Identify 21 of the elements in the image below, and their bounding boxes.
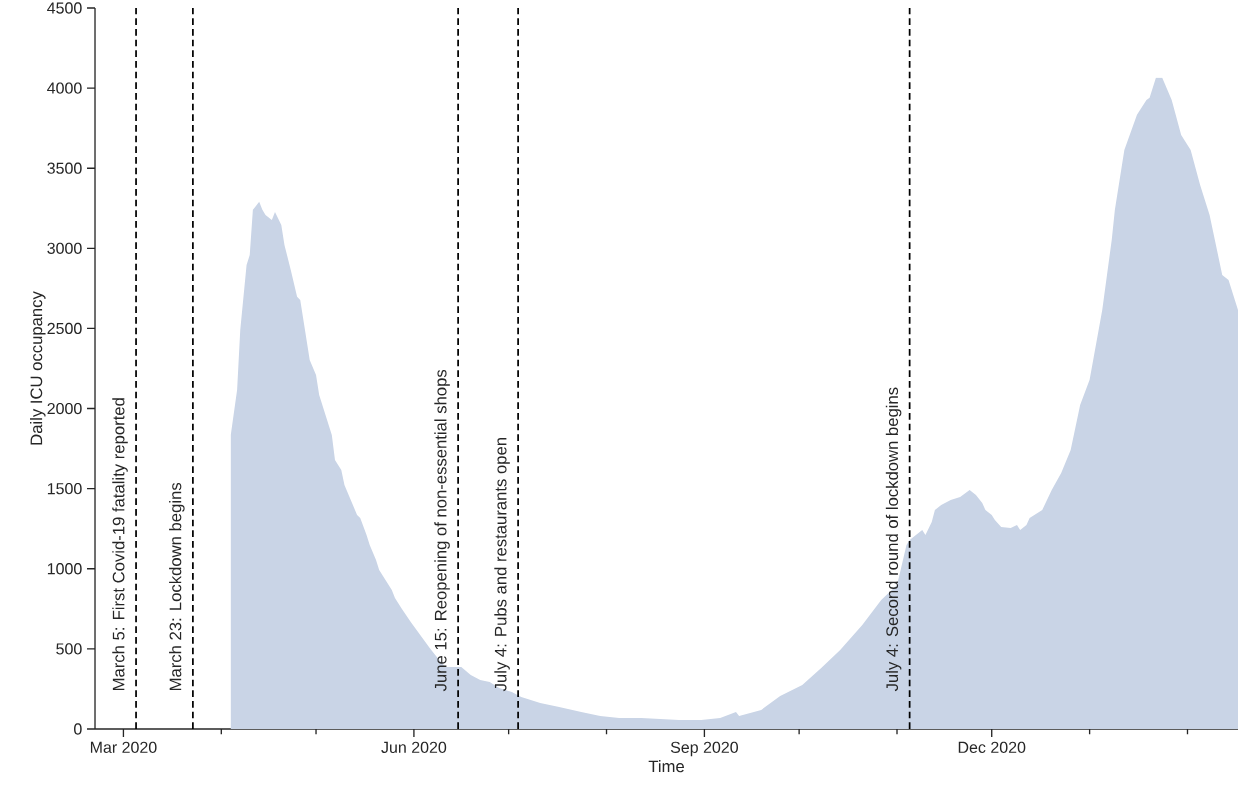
y-tick-label: 2000 (47, 402, 82, 415)
y-tick-label: 0 (74, 723, 82, 735)
x-tick-label: Sep 2020 (670, 741, 739, 757)
x-tick-label: Jun 2020 (381, 741, 447, 754)
ref-line-label: March 5: First Covid-19 fatality reported (112, 398, 128, 691)
y-tick-label: 500 (56, 643, 82, 655)
ref-line-label: July 4: Pubs and restaurants open (494, 438, 510, 692)
y-tick-label: 4500 (47, 2, 82, 14)
ref-line-label: June 15: Reopening of non-essential shops (434, 369, 450, 692)
x-tick-label: Mar 2020 (90, 741, 157, 754)
ref-line-label: March 23: Lockdown begins (169, 482, 185, 691)
y-tick-label: 1000 (47, 563, 82, 575)
y-tick-label: 3000 (47, 242, 82, 254)
y-tick-label: 3500 (47, 162, 82, 174)
y-axis-title: Daily ICU occupancy (30, 291, 46, 445)
x-axis-title: Time (648, 760, 684, 773)
y-tick-label: 1500 (47, 483, 82, 495)
ref-line-label: July 4: Second round of lockdown begins (885, 387, 902, 692)
y-tick-label: 2500 (47, 322, 82, 335)
x-tick-label: Dec 2020 (958, 741, 1026, 754)
y-tick-label: 4000 (47, 82, 82, 94)
